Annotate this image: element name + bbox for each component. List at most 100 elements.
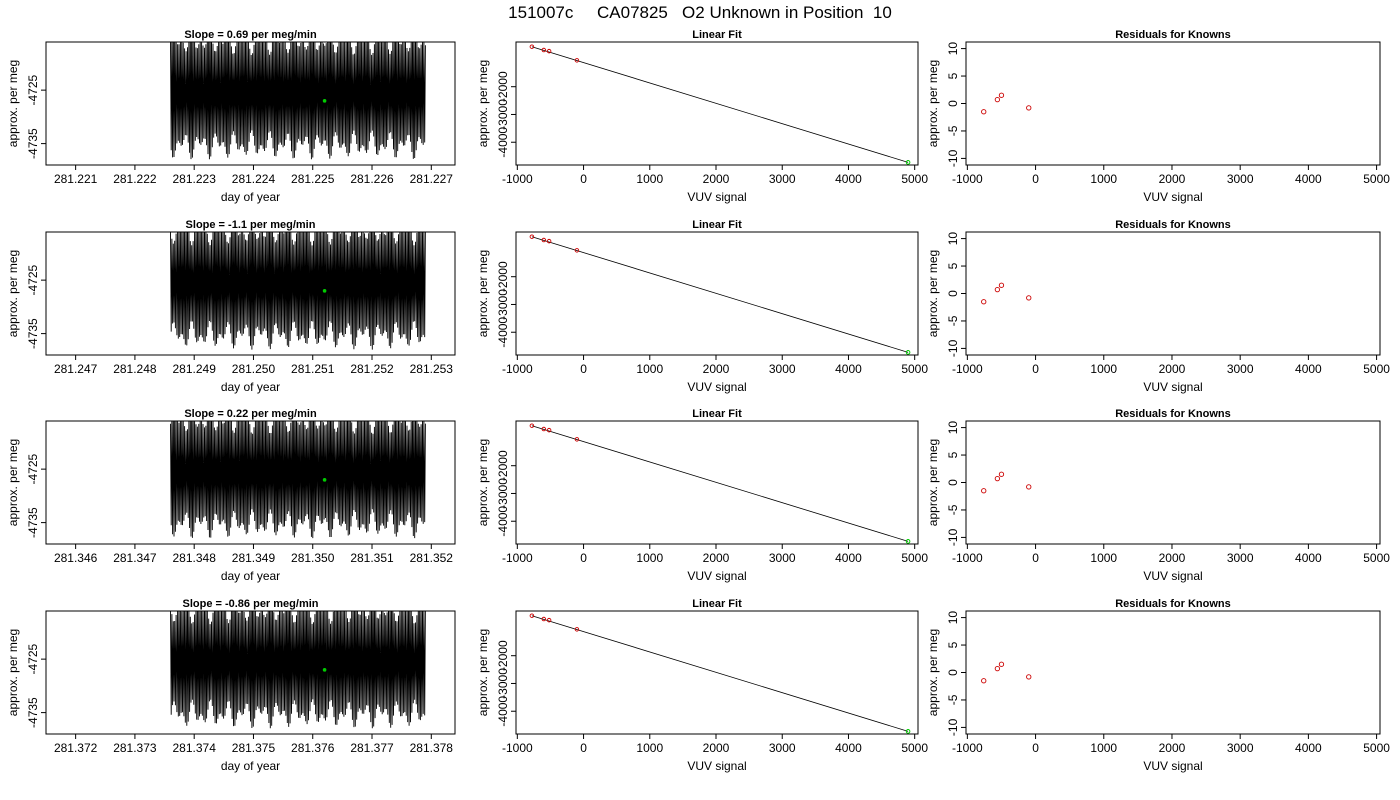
x-tick-label: 281.227 [410, 172, 454, 186]
residual-point [981, 678, 987, 684]
x-tick-label: 281.372 [54, 741, 98, 755]
x-axis-label: VUV signal [687, 759, 746, 773]
x-tick-label: 4000 [1295, 741, 1322, 755]
panel-12: Residuals for Knowns -1000 0 1000 2000 3000 40… [926, 598, 1390, 773]
plot-frame [515, 610, 919, 735]
y-tick-label: -10 [946, 718, 960, 736]
plot-frame [965, 231, 1381, 356]
x-tick-label: 1000 [636, 172, 663, 186]
unknown-marker [322, 668, 327, 672]
plot-frame [45, 231, 456, 356]
panel-title: Linear Fit [692, 29, 742, 41]
y-tick-label: 5 [946, 72, 960, 79]
x-tick-label: -1000 [502, 172, 533, 186]
x-tick-label: 281.352 [410, 551, 454, 565]
x-tick-label: 281.226 [350, 172, 394, 186]
x-tick-label: 281.247 [54, 362, 98, 376]
x-tick-label: 281.250 [232, 362, 276, 376]
unknown-marker [322, 478, 327, 482]
residual-point [981, 109, 987, 115]
plot-frame [515, 41, 919, 166]
x-tick-label: 5000 [1363, 741, 1390, 755]
trace-line [170, 421, 426, 539]
y-axis-label: approx. per meg [926, 60, 940, 147]
y-tick-label: -5 [946, 504, 960, 515]
x-tick-label: 3000 [769, 172, 796, 186]
y-tick-label: -3000 [496, 99, 510, 130]
panel-title: Slope = 0.69 per meg/min [184, 29, 317, 41]
plot-area [170, 611, 426, 729]
y-tick-label: -4000 [496, 127, 510, 158]
x-tick-label: 1000 [636, 551, 663, 565]
x-tick-label: -1000 [952, 741, 983, 755]
x-tick-label: 281.351 [350, 551, 394, 565]
x-tick-label: -1000 [952, 172, 983, 186]
x-tick-label: 3000 [769, 741, 796, 755]
known-point [529, 613, 535, 618]
panel-5: Linear Fit -1000 0 1000 2000 3000 4000 5000 -200… [476, 219, 928, 394]
y-tick-label: 0 [946, 479, 960, 486]
y-tick-label: -5 [946, 315, 960, 326]
x-tick-label: 4000 [835, 741, 862, 755]
residual-point [998, 282, 1005, 288]
x-tick-label: 281.349 [232, 551, 276, 565]
y-tick-label: -3000 [496, 668, 510, 699]
y-axis-label: approx. per meg [476, 439, 490, 526]
page-title: 151007c CA07825 O2 Unknown in Position 1… [508, 3, 892, 22]
x-tick-label: 3000 [769, 551, 796, 565]
known-point [574, 627, 580, 632]
panel-title: Linear Fit [692, 219, 742, 231]
panel-9: Residuals for Knowns -1000 0 1000 2000 3000 40… [926, 408, 1390, 583]
y-tick-label: 5 [946, 262, 960, 269]
x-tick-label: 281.350 [291, 551, 335, 565]
known-point [546, 617, 552, 623]
trace-line [170, 42, 426, 160]
plot-area [529, 44, 911, 165]
x-tick-label: 5000 [901, 172, 928, 186]
x-tick-label: 0 [580, 741, 587, 755]
x-tick-label: -1000 [502, 362, 533, 376]
y-tick-label: -10 [946, 149, 960, 167]
trace-line [170, 232, 426, 350]
x-tick-label: 0 [580, 551, 587, 565]
y-tick-label: 10 [946, 611, 960, 625]
y-axis-label: approx. per meg [926, 629, 940, 716]
x-axis-label: VUV signal [687, 569, 746, 583]
y-tick-label: -3000 [496, 478, 510, 509]
known-point [541, 616, 547, 622]
y-tick-label: -4735 [26, 507, 40, 538]
residual-point [981, 299, 987, 305]
plot-frame [45, 420, 456, 545]
y-axis-label: approx. per meg [476, 60, 490, 147]
x-tick-label: 0 [1032, 362, 1039, 376]
known-point [574, 248, 580, 253]
panel-title: Residuals for Knowns [1115, 219, 1231, 231]
y-tick-label: -4735 [26, 128, 40, 159]
y-tick-label: 10 [946, 232, 960, 246]
residual-point [998, 92, 1005, 98]
x-tick-label: 281.377 [350, 741, 394, 755]
y-tick-label: -4735 [26, 318, 40, 349]
x-tick-label: 1000 [1090, 551, 1117, 565]
y-tick-label: -10 [946, 339, 960, 357]
residual-point [994, 287, 1001, 293]
x-tick-label: 5000 [901, 362, 928, 376]
x-axis-label: day of year [221, 380, 280, 394]
y-tick-label: -5 [946, 125, 960, 136]
fit-line [531, 236, 909, 353]
x-axis-label: VUV signal [1143, 380, 1202, 394]
fit-line [531, 425, 909, 542]
x-tick-label: 4000 [835, 362, 862, 376]
x-tick-label: 1000 [636, 741, 663, 755]
y-axis-label: approx. per meg [6, 439, 20, 526]
plot-frame [45, 610, 456, 735]
plot-area [170, 42, 426, 160]
x-tick-label: 281.348 [172, 551, 216, 565]
y-axis-label: approx. per meg [926, 250, 940, 337]
known-point [546, 48, 552, 54]
y-tick-label: -2000 [496, 71, 510, 102]
panel-2: Linear Fit -1000 0 1000 2000 3000 4000 5000 -200… [476, 29, 928, 204]
unknown-point [905, 350, 911, 355]
x-tick-label: -1000 [502, 551, 533, 565]
plot-frame [515, 231, 919, 356]
